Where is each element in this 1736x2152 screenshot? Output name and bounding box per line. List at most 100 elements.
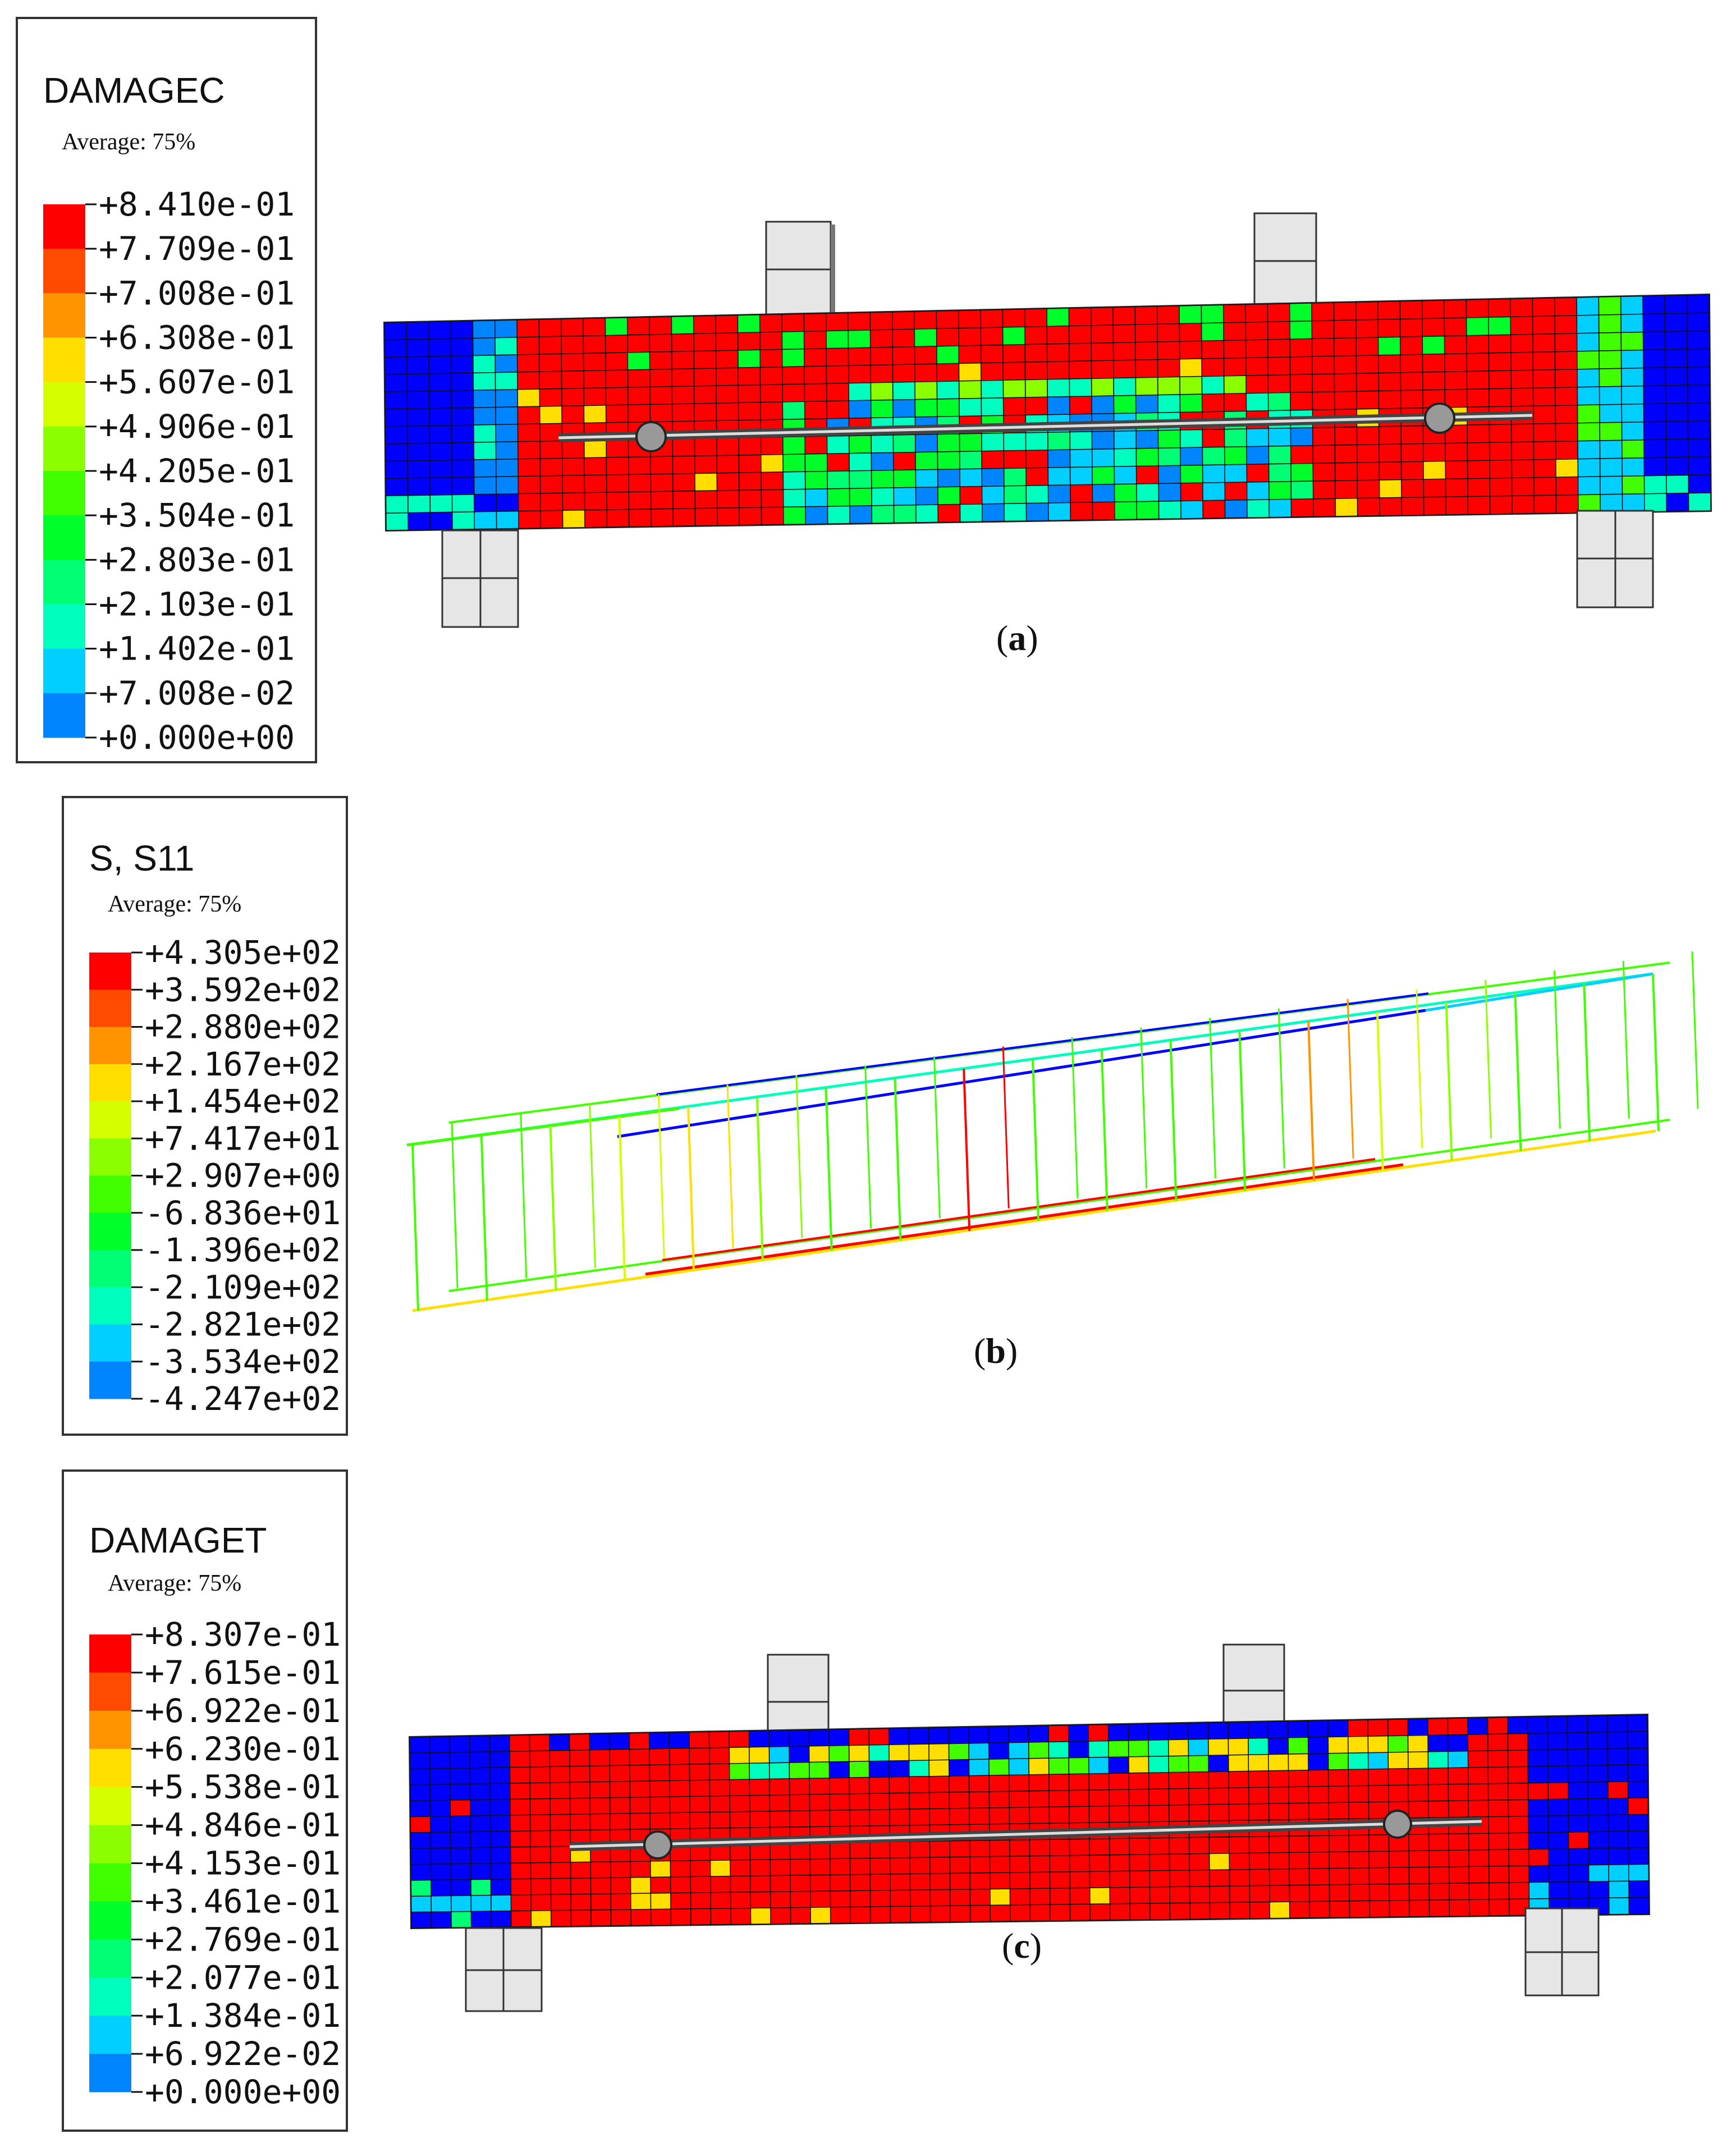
mesh-element: [1002, 327, 1025, 345]
colorbar-band: [89, 1634, 131, 1673]
mesh-element: [1070, 502, 1093, 520]
anchor-left: [635, 421, 667, 452]
mesh-element: [1644, 475, 1667, 494]
mesh-element: [1068, 1725, 1089, 1742]
mesh-element: [1348, 1769, 1369, 1786]
mesh-element: [1607, 1765, 1628, 1782]
mesh-element: [770, 1859, 790, 1876]
mesh-element: [1092, 448, 1115, 467]
mesh-element: [1357, 497, 1380, 516]
mesh-element: [530, 1830, 551, 1847]
mesh-element: [1527, 1733, 1548, 1750]
mesh-element: [761, 471, 784, 490]
mesh-element: [749, 1747, 769, 1764]
mesh-element: [1533, 369, 1555, 388]
colorbar-band: [43, 204, 85, 249]
mesh-element: [738, 367, 761, 386]
mesh-element: [960, 503, 982, 522]
colorbar-damagec: +8.410e-01+7.709e-01+7.008e-01+6.308e-01…: [43, 185, 295, 757]
mesh-element: [649, 1764, 670, 1781]
mesh-element: [1400, 300, 1422, 319]
mesh-element: [990, 1872, 1010, 1889]
mesh-element: [782, 436, 805, 455]
mesh-element: [969, 1775, 990, 1792]
colorbar-label: +2.880e+02: [145, 1008, 341, 1046]
mesh-element: [1532, 315, 1555, 335]
mesh-element: [1189, 1870, 1210, 1887]
mesh-element: [1048, 450, 1070, 468]
mesh-element: [1687, 331, 1710, 350]
mesh-element: [1444, 300, 1467, 318]
mesh-element: [909, 1744, 929, 1761]
mesh-element: [1202, 358, 1224, 377]
mesh-element: [1328, 1736, 1349, 1753]
mesh-element: [1348, 1785, 1369, 1803]
mesh-element: [809, 1794, 830, 1811]
mesh-element: [474, 442, 496, 460]
mesh-element: [1002, 344, 1025, 363]
mesh-element: [571, 1894, 591, 1911]
mesh-element: [990, 1840, 1010, 1857]
mesh-element: [606, 387, 628, 405]
mesh-element: [789, 1794, 810, 1811]
mesh-element: [1269, 1852, 1290, 1870]
mesh-element: [981, 309, 1003, 328]
mesh-element: [809, 1746, 830, 1762]
mesh-element: [1587, 1715, 1608, 1733]
mesh-element: [1030, 1904, 1051, 1921]
mesh-element: [562, 492, 585, 511]
mesh-element: [550, 1814, 571, 1831]
mesh-element: [1334, 391, 1357, 410]
mesh-element: [1290, 445, 1313, 464]
mesh-element: [1547, 1733, 1568, 1750]
mesh-element: [1609, 1864, 1629, 1881]
mesh-element: [1644, 457, 1666, 476]
mesh-element: [893, 434, 915, 453]
mesh-element: [408, 512, 430, 530]
mesh-element: [1448, 1768, 1468, 1784]
mesh-element: [385, 443, 408, 461]
mesh-element: [551, 1878, 571, 1895]
mesh-element: [915, 469, 938, 488]
mesh-element: [1202, 464, 1225, 483]
mesh-element: [1349, 1851, 1369, 1869]
mesh-element: [630, 1797, 651, 1814]
mesh-element: [981, 345, 1004, 363]
mesh-element: [430, 1816, 451, 1833]
mesh-element: [1069, 1839, 1090, 1856]
mesh-element: [695, 508, 717, 526]
mesh-element: [1568, 1815, 1589, 1833]
mesh-element: [1444, 335, 1467, 354]
mesh-element: [694, 438, 717, 456]
mesh-element: [1469, 1883, 1490, 1900]
mesh-element: [451, 373, 474, 391]
mesh-element: [470, 1768, 491, 1784]
mesh-element: [517, 319, 539, 337]
mesh-element: [830, 1858, 850, 1875]
mesh-element: [1202, 376, 1224, 395]
mesh-element: [473, 337, 496, 356]
mesh-element: [669, 1764, 690, 1781]
mesh-element: [769, 1762, 790, 1779]
mesh-element: [429, 1736, 450, 1753]
mesh-element: [716, 315, 738, 333]
mesh-line: [385, 438, 1711, 462]
mesh-element: [530, 1878, 551, 1895]
mesh-element: [1179, 305, 1202, 324]
mesh-element: [539, 388, 562, 407]
colorbar-band: [89, 1901, 131, 1940]
mesh-element: [989, 1807, 1010, 1824]
mesh-element: [826, 365, 849, 384]
mesh-element: [810, 1875, 831, 1892]
mesh-element: [1408, 1751, 1428, 1769]
mesh-element: [1290, 338, 1312, 357]
mesh-element: [749, 1762, 769, 1780]
mesh-element: [711, 1908, 731, 1925]
mesh-element: [1445, 496, 1468, 515]
mesh-line: [409, 1714, 1648, 1738]
mesh-element: [1356, 391, 1379, 409]
mesh-element: [630, 1861, 651, 1878]
mesh-element: [452, 494, 475, 512]
mesh-element: [1588, 1782, 1609, 1799]
mesh-element: [1644, 493, 1667, 512]
